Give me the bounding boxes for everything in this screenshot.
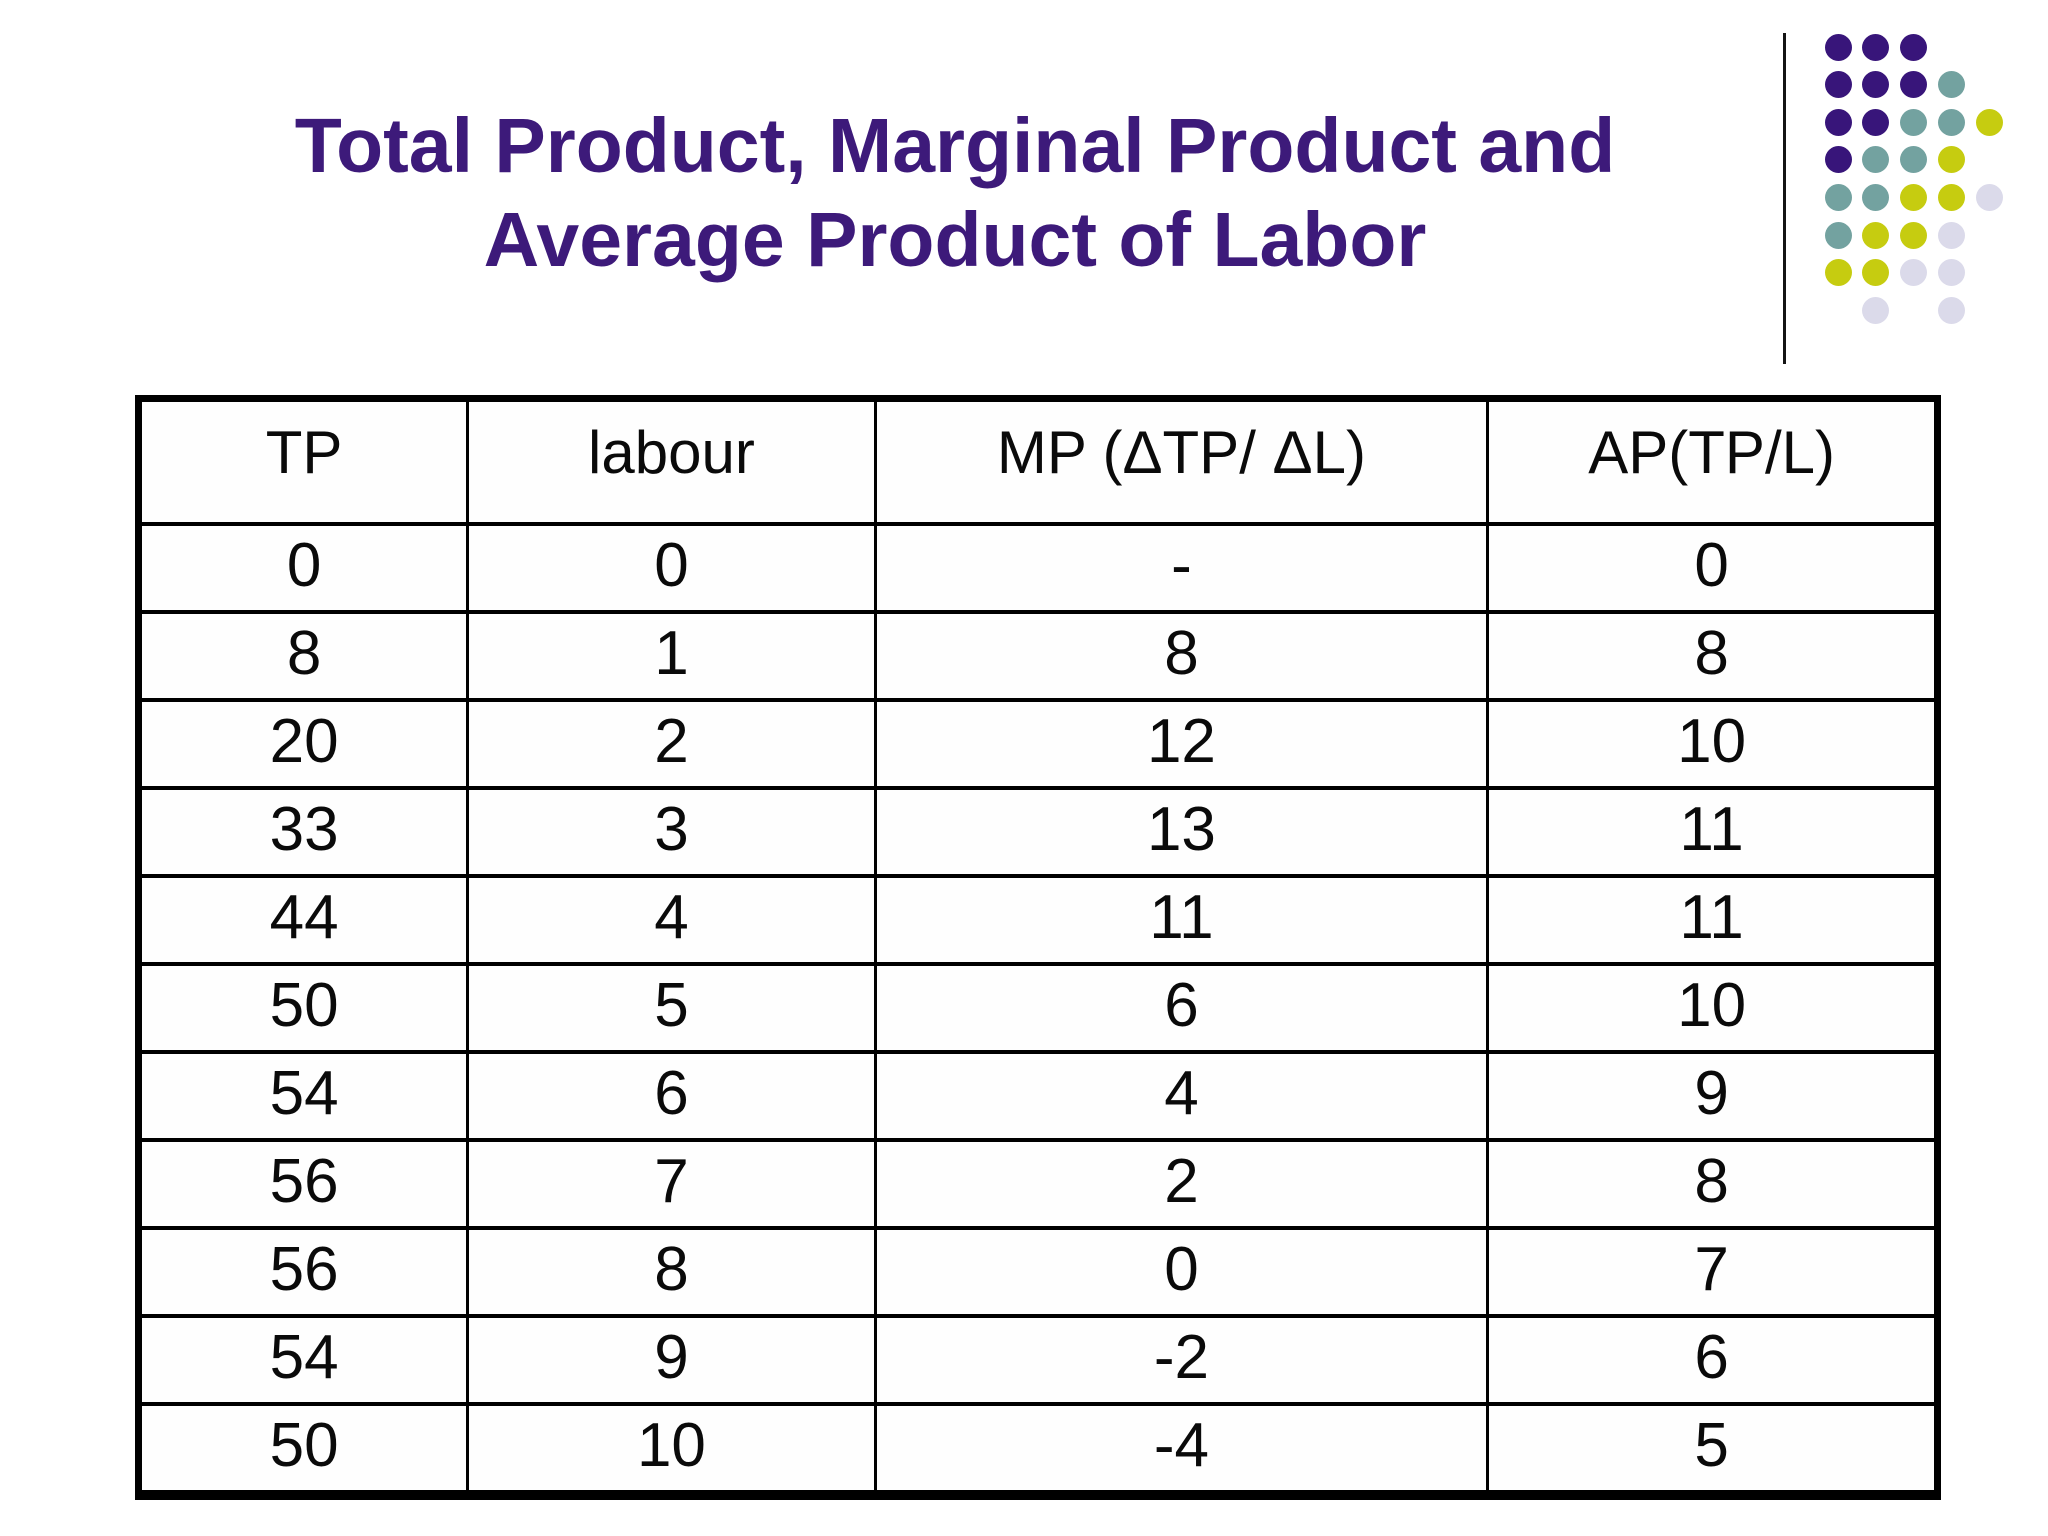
table-cell: 10	[466, 1401, 877, 1498]
table-cell: 0	[136, 521, 470, 614]
table-cell: 13	[873, 785, 1490, 878]
table-cell: 4	[873, 1049, 1490, 1142]
table-cell: 7	[1486, 1225, 1939, 1318]
decoration-dot	[1900, 108, 1928, 136]
decoration-dot	[1900, 183, 1928, 211]
table-row: 54 9 -2 6	[136, 1313, 1939, 1406]
decoration-dot	[1900, 221, 1928, 249]
page-title: Total Product, Marginal Product and Aver…	[0, 100, 1910, 288]
table-cell: 4	[466, 873, 877, 966]
table-cell: 11	[1486, 785, 1939, 878]
table-cell: 8	[1486, 1137, 1939, 1230]
table-cell: 20	[136, 697, 470, 790]
decoration-dot	[1937, 296, 1965, 324]
decoration-dot	[1937, 259, 1965, 287]
table-cell: 0	[1486, 521, 1939, 614]
decoration-dot	[1862, 33, 1890, 61]
table-cell: 12	[873, 697, 1490, 790]
decoration-dot	[1824, 108, 1852, 136]
table-cell: 3	[466, 785, 877, 878]
table-cell: 2	[466, 697, 877, 790]
decoration-dot	[1862, 146, 1890, 174]
decoration-dot	[1862, 221, 1890, 249]
header-tp: TP	[136, 396, 470, 526]
table-row: 33 3 13 11	[136, 785, 1939, 878]
decoration-dot	[1975, 183, 2003, 211]
table-cell: 8	[873, 609, 1490, 702]
table-cell: -	[873, 521, 1490, 614]
table-cell: 54	[136, 1313, 470, 1406]
table-row: 54 6 4 9	[136, 1049, 1939, 1142]
table-cell: 0	[466, 521, 877, 614]
decoration-dot	[1900, 146, 1928, 174]
table-cell: 56	[136, 1225, 470, 1318]
table-cell: 0	[873, 1225, 1490, 1318]
decoration-dot	[1975, 108, 2003, 136]
decoration-dot	[1824, 183, 1852, 211]
table-cell: 2	[873, 1137, 1490, 1230]
title-line-1: Total Product, Marginal Product and	[294, 103, 1616, 189]
decoration-dot	[1862, 108, 1890, 136]
table-cell: 7	[466, 1137, 877, 1230]
table-cell: 10	[1486, 697, 1939, 790]
table-cell: 8	[136, 609, 470, 702]
divider-line	[1783, 33, 1786, 364]
table-cell: 8	[466, 1225, 877, 1318]
table-cell: 5	[1486, 1401, 1939, 1498]
decoration-dot	[1824, 221, 1852, 249]
table-cell: 33	[136, 785, 470, 878]
decoration-dot	[1900, 71, 1928, 99]
header-mp: MP (ΔTP/ ΔL)	[873, 396, 1490, 526]
decoration-dot	[1862, 296, 1890, 324]
table-cell: 54	[136, 1049, 470, 1142]
title-line-2: Average Product of Labor	[483, 196, 1427, 283]
decoration-dot	[1862, 71, 1890, 99]
decoration-dot	[1824, 259, 1852, 287]
decoration-dot	[1862, 183, 1890, 211]
decoration-dot	[1824, 33, 1852, 61]
table-cell: 1	[466, 609, 877, 702]
table-cell: -2	[873, 1313, 1490, 1406]
table-cell: 6	[873, 961, 1490, 1054]
table-cell: -4	[873, 1401, 1490, 1498]
decoration-dot	[1937, 183, 1965, 211]
table-cell: 11	[1486, 873, 1939, 966]
table-row: 56 7 2 8	[136, 1137, 1939, 1230]
table-row: 56 8 0 7	[136, 1225, 1939, 1318]
table-cell: 50	[136, 961, 470, 1054]
header-ap: AP(TP/L)	[1486, 396, 1939, 526]
decoration-dot	[1937, 71, 1965, 99]
table-cell: 50	[136, 1401, 470, 1498]
decoration-dot	[1824, 146, 1852, 174]
table-cell: 8	[1486, 609, 1939, 702]
table-row: 50 5 6 10	[136, 961, 1939, 1054]
header-labour: labour	[466, 396, 877, 526]
table-cell: 5	[466, 961, 877, 1054]
decoration-dot	[1862, 259, 1890, 287]
decoration-dot	[1824, 71, 1852, 99]
decoration-dot	[1900, 33, 1928, 61]
decoration-dot	[1937, 221, 1965, 249]
table-cell: 9	[1486, 1049, 1939, 1142]
decoration-dot	[1900, 259, 1928, 287]
table-cell: 56	[136, 1137, 470, 1230]
table-cell: 6	[1486, 1313, 1939, 1406]
decoration-dot	[1937, 146, 1965, 174]
table-cell: 9	[466, 1313, 877, 1406]
table-row: 44 4 11 11	[136, 873, 1939, 966]
table-cell: 11	[873, 873, 1490, 966]
table-cell: 6	[466, 1049, 877, 1142]
table-row: 20 2 12 10	[136, 697, 1939, 790]
table-header-row: TP labour MP (ΔTP/ ΔL) AP(TP/L)	[136, 396, 1939, 526]
table-cell: 10	[1486, 961, 1939, 1054]
decoration-dot	[1937, 108, 1965, 136]
table-row: 50 10 -4 5	[136, 1401, 1939, 1498]
table-cell: 44	[136, 873, 470, 966]
